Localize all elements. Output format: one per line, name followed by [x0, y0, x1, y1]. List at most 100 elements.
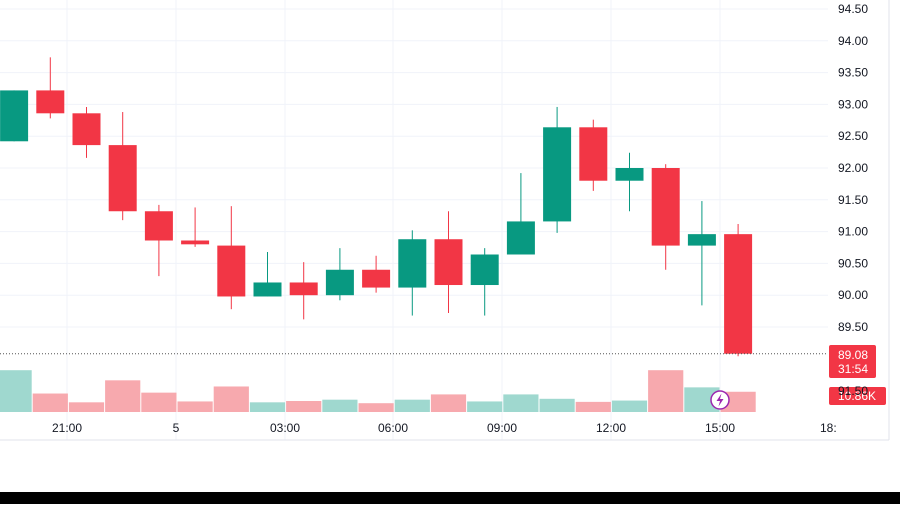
candle-body — [72, 113, 101, 146]
candle[interactable] — [434, 211, 463, 314]
volume-layer — [0, 370, 756, 412]
volume-bar — [213, 386, 249, 412]
candle[interactable] — [181, 207, 210, 247]
y-tick-label: 93.00 — [838, 97, 868, 111]
volume-bar — [32, 393, 68, 412]
candle-body — [217, 245, 246, 297]
volume-bar — [467, 401, 503, 412]
candle[interactable] — [0, 90, 29, 142]
bottom-bar — [0, 492, 900, 504]
candle[interactable] — [325, 248, 354, 301]
time-axis[interactable]: 21:00 5 03:00 06:00 09:00 12:00 15:00 18: — [52, 421, 837, 435]
x-tick-label: 06:00 — [378, 421, 408, 435]
y-tick-label: 90.50 — [838, 256, 868, 270]
candle[interactable] — [724, 223, 753, 357]
candle-body — [362, 269, 391, 288]
candle[interactable] — [651, 164, 680, 270]
y-tick-label-hidden: 91.50 — [838, 384, 868, 398]
volume-badge[interactable]: 10.86K — [829, 387, 886, 405]
y-tick-label: 93.50 — [838, 66, 868, 80]
candle-body — [543, 127, 572, 222]
x-tick-label: 21:00 — [52, 421, 82, 435]
price-badge-bg — [829, 345, 876, 378]
volume-bar — [141, 392, 177, 412]
volume-bar — [539, 398, 575, 412]
candle-body — [181, 240, 210, 245]
x-tick-label: 5 — [173, 421, 180, 435]
candle-body — [579, 127, 608, 181]
volume-bar — [358, 403, 394, 412]
candle[interactable] — [72, 106, 101, 158]
candle[interactable] — [579, 119, 608, 191]
candle-body — [615, 168, 644, 181]
volume-bar — [575, 401, 611, 412]
y-tick-label: 94.50 — [838, 2, 868, 16]
candle-body — [253, 282, 282, 297]
x-tick-label: 15:00 — [705, 421, 735, 435]
volume-bar — [68, 402, 105, 412]
volume-bar — [286, 401, 322, 412]
lightning-icon[interactable] — [710, 390, 730, 410]
x-tick-label: 12:00 — [596, 421, 626, 435]
candle[interactable] — [506, 173, 535, 255]
candle[interactable] — [144, 204, 173, 277]
candle[interactable] — [470, 248, 499, 316]
candle[interactable] — [687, 201, 716, 306]
volume-bar — [611, 400, 648, 412]
volume-bar — [0, 370, 32, 412]
volume-bar — [177, 401, 213, 412]
grid-layer — [0, 0, 890, 441]
candle-body — [0, 90, 29, 142]
candle-body — [651, 168, 680, 246]
volume-bar — [503, 394, 539, 412]
volume-bar — [648, 370, 684, 412]
price-badge-value: 89.08 — [838, 348, 868, 362]
x-tick-label: 09:00 — [487, 421, 517, 435]
candle-body — [108, 145, 137, 212]
candle[interactable] — [253, 251, 282, 297]
candle[interactable] — [289, 262, 318, 320]
volume-bar — [430, 394, 467, 412]
candle[interactable] — [398, 230, 427, 316]
volume-bar — [105, 380, 141, 412]
candle[interactable] — [543, 106, 572, 233]
candle-body — [325, 269, 354, 296]
candle-body — [687, 234, 716, 246]
x-tick-label: 18: — [820, 421, 837, 435]
candle[interactable] — [615, 152, 644, 212]
y-tick-label: 91.00 — [838, 225, 868, 239]
y-tick-label: 92.50 — [838, 129, 868, 143]
y-tick-label: 89.50 — [838, 320, 868, 334]
candle-body — [470, 254, 499, 286]
candle-body — [36, 90, 65, 114]
x-tick-label: 03:00 — [270, 421, 300, 435]
volume-bar — [249, 402, 286, 412]
candle-layer — [0, 57, 753, 357]
candle[interactable] — [217, 206, 246, 310]
candle-body — [506, 221, 535, 255]
y-tick-label: 92.00 — [838, 161, 868, 175]
volume-badge-value: 10.86K — [838, 389, 876, 403]
y-tick-label: 90.00 — [838, 288, 868, 302]
candle-body — [434, 239, 463, 286]
y-tick-label: 94.00 — [838, 34, 868, 48]
candle-body — [289, 282, 318, 296]
price-badge-countdown: 31:54 — [838, 362, 868, 376]
lightning-icon-bolt — [716, 393, 724, 407]
volume-bar — [394, 399, 430, 412]
candle-body — [144, 211, 173, 241]
candle[interactable] — [108, 112, 137, 221]
volume-bar — [322, 399, 358, 412]
price-axis[interactable]: 94.50 94.00 93.50 93.00 92.50 92.00 91.50 91.00… — [838, 2, 868, 398]
volume-badge-bg — [829, 387, 886, 405]
y-tick-label: 91.50 — [838, 193, 868, 207]
candle[interactable] — [362, 255, 391, 293]
candle-body — [724, 234, 753, 354]
volume-bar — [720, 391, 756, 412]
candle[interactable] — [36, 57, 65, 119]
candle-body — [398, 239, 427, 288]
